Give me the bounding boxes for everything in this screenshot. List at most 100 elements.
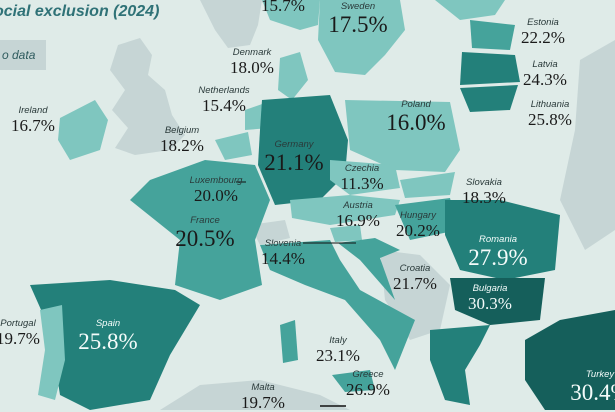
label-lithuania: Lithuania 25.8% [528, 100, 572, 128]
country-value: 26.9% [346, 379, 390, 399]
country-value: 19.7% [0, 328, 40, 348]
country-name: Bulgaria [472, 283, 508, 294]
label-bulgaria: Bulgaria 30.3% [468, 284, 512, 312]
country-belgium [215, 132, 252, 160]
country-name: Germany [274, 139, 314, 150]
country-latvia [460, 52, 520, 85]
label-ireland: Ireland 16.7% [11, 106, 55, 134]
country-name: Greece [352, 369, 384, 380]
country-turkey [525, 310, 615, 410]
country-france [130, 160, 270, 300]
label-estonia: Estonia 22.2% [521, 18, 565, 46]
country-norway-top [262, 0, 320, 30]
country-value: 16.7% [11, 115, 55, 135]
country-name: Netherlands [198, 85, 250, 96]
country-value: 20.5% [175, 225, 235, 251]
country-value: 20.0% [194, 185, 238, 205]
country-poland [345, 100, 460, 172]
country-name: Ireland [18, 105, 48, 116]
country-value: 22.2% [521, 27, 565, 47]
label-denmark: Denmark 18.0% [230, 48, 274, 76]
country-value: 16.9% [336, 210, 380, 230]
label-value: 15.7% [261, 0, 305, 14]
country-bulgaria [450, 278, 545, 325]
label-netherlands: Netherlands 15.4% [198, 86, 249, 114]
country-sweden [318, 0, 405, 75]
country-value: 15.7% [261, 0, 305, 15]
country-name: Malta [251, 382, 275, 393]
label-romania: Romania 27.9% [468, 235, 527, 269]
country-value: 18.0% [230, 57, 274, 77]
country-value: 30.4% [570, 379, 615, 405]
label-italy: Italy 23.1% [316, 336, 360, 364]
label-slovakia: Slovakia 18.3% [462, 178, 506, 206]
country-romania [445, 200, 560, 280]
map-title: ocial exclusion (2024) [0, 3, 160, 20]
region-north-africa [160, 380, 350, 410]
country-name: Czechia [344, 163, 380, 174]
country-value: 17.5% [328, 11, 388, 37]
country-value: 15.4% [202, 95, 246, 115]
country-value: 24.3% [523, 69, 567, 89]
label-germany: Germany 21.1% [264, 140, 323, 174]
country-value: 20.2% [396, 220, 440, 240]
country-hungary [395, 198, 458, 240]
country-croatia [338, 238, 400, 300]
country-denmark [278, 52, 308, 100]
label-luxembourg: Luxembourg 20.0% [190, 176, 243, 204]
country-value: 25.8% [528, 109, 572, 129]
country-italy [260, 240, 415, 370]
country-name: Romania [478, 234, 518, 245]
region-norway [200, 0, 262, 48]
label-belgium: Belgium 18.2% [160, 126, 204, 154]
label-poland: Poland 16.0% [386, 100, 445, 134]
country-value: 27.9% [468, 244, 528, 270]
label-latvia: Latvia 24.3% [523, 60, 567, 88]
country-name: Latvia [532, 59, 558, 70]
country-value: 19.7% [241, 392, 285, 412]
country-value: 25.8% [78, 328, 138, 354]
label-croatia: Croatia 21.7% [393, 264, 437, 292]
country-value: 30.3% [468, 293, 512, 313]
country-name: Estonia [527, 17, 559, 28]
label-hungary: Hungary 20.2% [396, 211, 440, 239]
country-name: Italy [329, 335, 347, 346]
country-name: Slovakia [466, 177, 502, 188]
label-portugal: Portugal 19.7% [0, 319, 40, 347]
label-slovenia: Slovenia 14.4% [261, 239, 305, 267]
label-austria: Austria 16.9% [336, 201, 380, 229]
country-name: Slovenia [264, 238, 302, 249]
country-sardinia [280, 320, 298, 363]
country-value: 21.7% [393, 273, 437, 293]
country-name: Belgium [164, 125, 200, 136]
country-germany [258, 95, 348, 205]
country-ireland [58, 100, 108, 160]
country-name: Sweden [340, 1, 376, 12]
country-name: Poland [401, 99, 431, 110]
label-sweden: Sweden 17.5% [328, 2, 387, 36]
country-estonia [470, 20, 515, 50]
country-greece [430, 325, 490, 405]
label-malta: Malta 19.7% [241, 383, 285, 411]
country-slovenia [330, 225, 362, 242]
country-czechia [330, 160, 400, 195]
region-uk [110, 38, 185, 155]
country-spain [30, 280, 200, 410]
country-name: France [190, 215, 220, 226]
country-finland [435, 0, 505, 20]
country-name: Portugal [0, 318, 36, 329]
country-name: Turkey [585, 369, 615, 380]
country-portugal [38, 305, 65, 400]
country-value: 14.4% [261, 248, 305, 268]
label-czechia: Czechia 11.3% [340, 164, 383, 192]
country-name: Spain [95, 318, 121, 329]
country-value: 21.1% [264, 149, 324, 175]
legend-no-data: o data [0, 40, 46, 70]
label-spain: Spain 25.8% [78, 319, 137, 353]
label-greece: Greece 26.9% [346, 370, 390, 398]
country-name: Hungary [400, 210, 436, 221]
country-sicily [332, 370, 375, 392]
country-name: Austria [343, 200, 373, 211]
country-lithuania [460, 85, 518, 112]
